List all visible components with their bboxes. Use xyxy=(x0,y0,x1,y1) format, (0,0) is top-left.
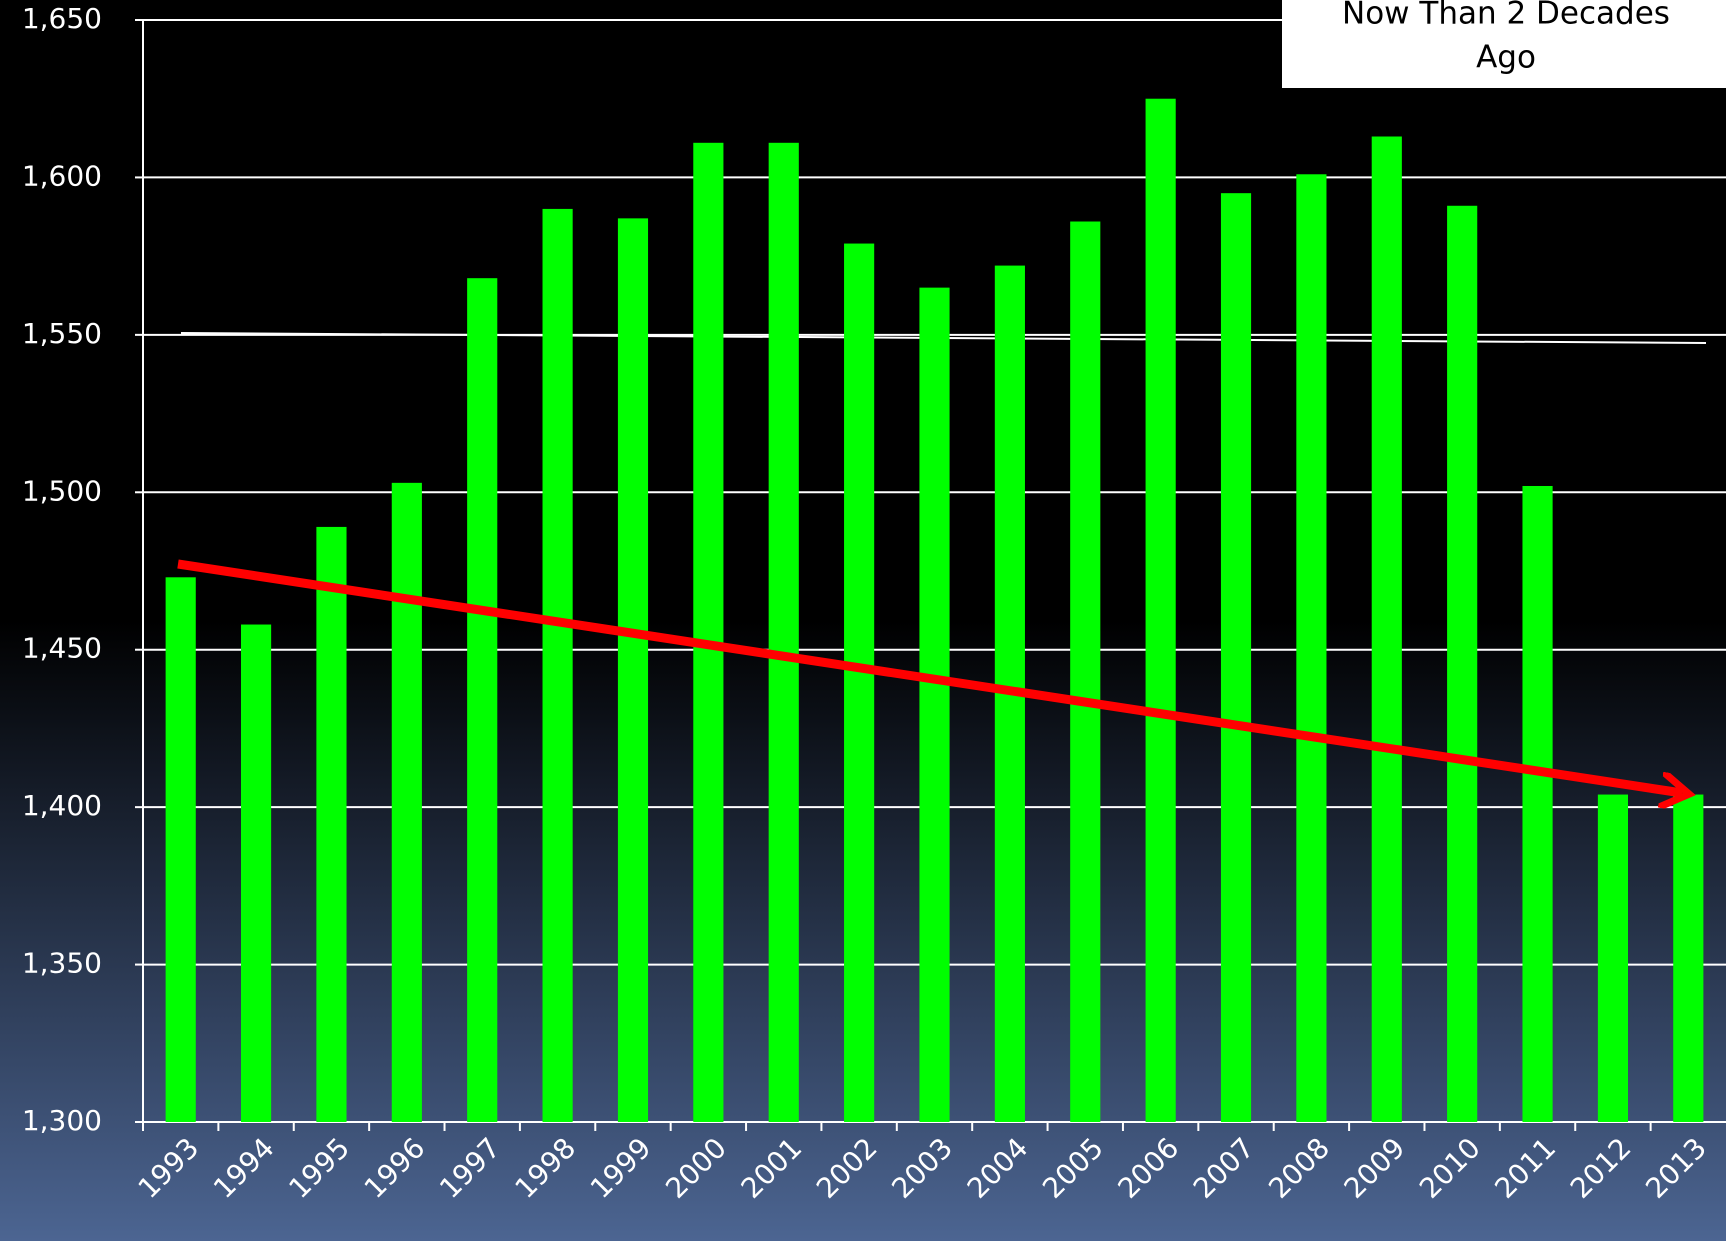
y-tick-label: 1,350 xyxy=(22,947,102,980)
bar xyxy=(1673,794,1704,1122)
y-tick-label: 1,500 xyxy=(22,474,102,507)
y-tick-label: 1,600 xyxy=(22,159,102,192)
trend-arrow xyxy=(177,559,1682,793)
bar xyxy=(1296,174,1327,1122)
bar xyxy=(693,142,724,1122)
bar xyxy=(1597,794,1629,1122)
bar xyxy=(768,142,799,1122)
bar xyxy=(316,526,347,1122)
bar xyxy=(617,218,649,1123)
y-tick-label: 1,450 xyxy=(22,632,102,665)
bar xyxy=(1145,98,1176,1122)
bar xyxy=(240,624,272,1122)
bar xyxy=(391,482,422,1123)
bar xyxy=(1070,221,1101,1123)
bar xyxy=(542,208,573,1122)
annotation-box xyxy=(1282,0,1726,88)
bar xyxy=(1447,205,1478,1122)
y-tick-label: 1,400 xyxy=(22,789,102,822)
bar xyxy=(1220,193,1252,1122)
bar xyxy=(1371,136,1402,1123)
annotation: Ago xyxy=(1476,40,1536,76)
annotation: Now Than 2 Decades xyxy=(1342,0,1670,32)
bar xyxy=(165,577,196,1122)
bar xyxy=(844,243,875,1122)
y-tick-label: 1,300 xyxy=(22,1104,102,1137)
y-tick-label: 1,650 xyxy=(22,2,102,35)
bar xyxy=(467,278,498,1122)
bar xyxy=(919,287,950,1123)
y-tick-label: 1,550 xyxy=(22,317,102,350)
bar xyxy=(1522,485,1553,1122)
